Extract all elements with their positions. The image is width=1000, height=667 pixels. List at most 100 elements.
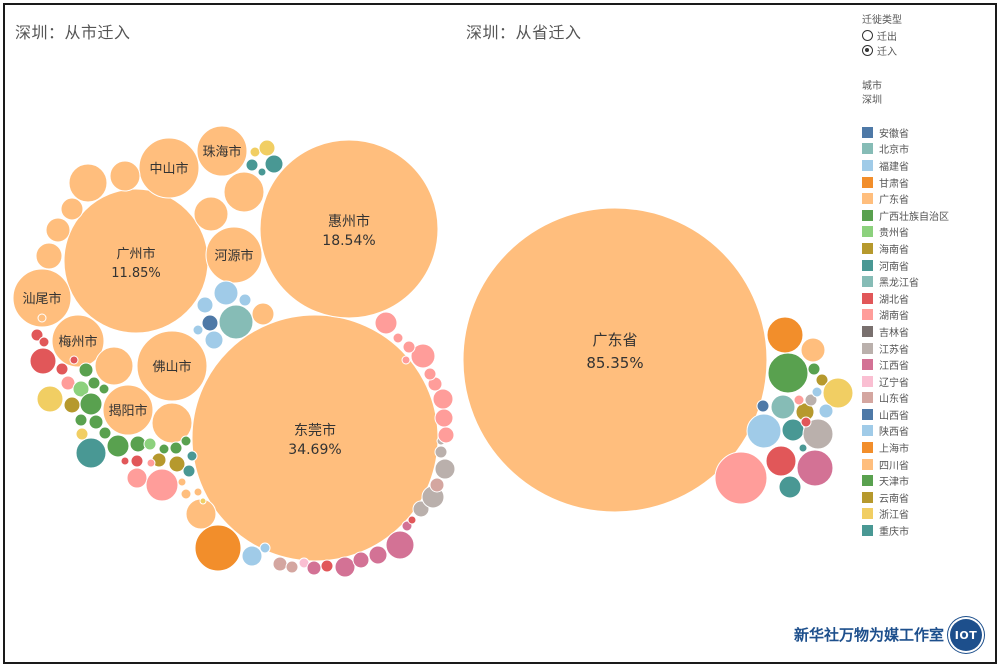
bubble-湖北省[interactable] <box>800 416 812 428</box>
bubble-河南省[interactable] <box>798 443 808 453</box>
bubble-甘肃省[interactable] <box>766 316 804 354</box>
bubble-中山市[interactable] <box>138 137 200 199</box>
legend-item[interactable]: 天津市 <box>862 472 987 489</box>
bubble-广西壮族自治区[interactable] <box>98 383 110 395</box>
bubble-山东省[interactable] <box>429 477 445 493</box>
bubble-贵州省[interactable] <box>72 380 90 398</box>
bubble-陕西省[interactable] <box>196 296 214 314</box>
radio-out-icon[interactable] <box>862 30 873 41</box>
bubble-湖北省[interactable] <box>38 336 50 348</box>
bubble-惠州市[interactable] <box>259 139 439 319</box>
bubble-陕西省[interactable] <box>818 403 834 419</box>
legend-item[interactable]: 云南省 <box>862 489 987 506</box>
bubble-梅州市[interactable] <box>51 314 105 368</box>
radio-option-in[interactable]: 迁入 <box>862 43 987 58</box>
bubble-安徽省[interactable] <box>756 399 770 413</box>
bubble-陕西省[interactable] <box>238 293 252 307</box>
legend-item[interactable]: 甘肃省 <box>862 174 987 191</box>
bubble-山东省[interactable] <box>285 560 299 574</box>
bubble-广东省[interactable] <box>37 313 47 323</box>
legend-item[interactable]: 山西省 <box>862 406 987 423</box>
bubble-江西省[interactable] <box>368 545 388 565</box>
legend-item[interactable]: 江苏省 <box>862 340 987 357</box>
bubble-湖南省[interactable] <box>146 458 156 468</box>
legend-item[interactable]: 浙江省 <box>862 506 987 523</box>
bubble-湖北省[interactable] <box>120 456 130 466</box>
bubble-重庆市[interactable] <box>186 450 198 462</box>
bubble-佛山市[interactable] <box>136 330 208 402</box>
bubble-广西壮族自治区[interactable] <box>98 426 112 440</box>
bubble-山东省[interactable] <box>272 556 288 572</box>
bubble-安徽省[interactable] <box>201 314 219 332</box>
bubble-广东省[interactable] <box>193 196 229 232</box>
bubble-浙江省[interactable] <box>822 377 854 409</box>
bubble-广东省[interactable] <box>193 487 203 497</box>
legend-item[interactable]: 陕西省 <box>862 423 987 440</box>
bubble-珠海市[interactable] <box>196 125 248 177</box>
bubble-海南省[interactable] <box>63 396 81 414</box>
bubble-江西省[interactable] <box>796 449 834 487</box>
bubble-浙江省[interactable] <box>249 146 261 158</box>
bubble-广西壮族自治区[interactable] <box>79 392 103 416</box>
legend-item[interactable]: 山东省 <box>862 390 987 407</box>
bubble-湖南省[interactable] <box>374 311 398 335</box>
bubble-湖北省[interactable] <box>29 347 57 375</box>
bubble-广西壮族自治区[interactable] <box>180 435 192 447</box>
bubble-湖南省[interactable] <box>401 355 411 365</box>
bubble-广东省[interactable] <box>60 197 84 221</box>
legend-item[interactable]: 四川省 <box>862 456 987 473</box>
bubble-广东省[interactable] <box>109 160 141 192</box>
bubble-海南省[interactable] <box>815 373 829 387</box>
bubble-江苏省[interactable] <box>434 458 456 480</box>
bubble-揭阳市[interactable] <box>102 384 154 436</box>
bubble-广西壮族自治区[interactable] <box>169 441 183 455</box>
radio-option-out[interactable]: 迁出 <box>862 28 987 43</box>
bubble-湖南省[interactable] <box>392 332 404 344</box>
bubble-广东省[interactable] <box>45 217 71 243</box>
bubble-黑龙江省[interactable] <box>218 304 254 340</box>
legend-item[interactable]: 海南省 <box>862 240 987 257</box>
bubble-湖北省[interactable] <box>765 445 797 477</box>
legend-item[interactable]: 湖北省 <box>862 290 987 307</box>
legend-item[interactable]: 北京市 <box>862 141 987 158</box>
bubble-四川省[interactable] <box>800 337 826 363</box>
bubble-广东省[interactable] <box>223 171 265 213</box>
bubble-福建省[interactable] <box>259 542 271 554</box>
legend-item[interactable]: 河南省 <box>862 257 987 274</box>
bubble-江西省[interactable] <box>385 530 415 560</box>
bubble-河源市[interactable] <box>205 226 263 284</box>
bubble-广西壮族自治区[interactable] <box>158 443 170 455</box>
bubble-广东省[interactable] <box>68 163 108 203</box>
bubble-广西壮族自治区[interactable] <box>767 352 809 394</box>
legend-item[interactable]: 黑龙江省 <box>862 273 987 290</box>
bubble-湖北省[interactable] <box>320 559 334 573</box>
bubble-湖南省[interactable] <box>434 408 454 428</box>
bubble-河南省[interactable] <box>75 437 107 469</box>
bubble-江西省[interactable] <box>306 560 322 576</box>
legend-item[interactable]: 江西省 <box>862 356 987 373</box>
bubble-湖南省[interactable] <box>423 367 437 381</box>
legend-item[interactable]: 上海市 <box>862 439 987 456</box>
bubble-湖北省[interactable] <box>130 454 144 468</box>
legend-item[interactable]: 福建省 <box>862 157 987 174</box>
bubble-湖南省[interactable] <box>432 388 454 410</box>
bubble-江苏省[interactable] <box>802 418 834 450</box>
bubble-福建省[interactable] <box>204 330 224 350</box>
bubble-湖南省[interactable] <box>793 394 805 406</box>
bubble-广东省[interactable] <box>94 346 134 386</box>
bubble-重庆市[interactable] <box>778 475 802 499</box>
bubble-浙江省[interactable] <box>258 139 276 157</box>
bubble-海南省[interactable] <box>168 455 186 473</box>
bubble-河南省[interactable] <box>257 167 267 177</box>
bubble-广西壮族自治区[interactable] <box>74 413 88 427</box>
bubble-广东省[interactable] <box>35 242 63 270</box>
bubble-江苏省[interactable] <box>434 445 448 459</box>
bubble-江西省[interactable] <box>334 556 356 578</box>
legend-item[interactable]: 广西壮族自治区 <box>862 207 987 224</box>
bubble-浙江省[interactable] <box>36 385 64 413</box>
bubble-江西省[interactable] <box>352 551 370 569</box>
bubble-广东省[interactable] <box>180 488 192 500</box>
bubble-湖南省[interactable] <box>402 340 416 354</box>
legend-item[interactable]: 重庆市 <box>862 522 987 539</box>
radio-in-icon[interactable] <box>862 45 873 56</box>
